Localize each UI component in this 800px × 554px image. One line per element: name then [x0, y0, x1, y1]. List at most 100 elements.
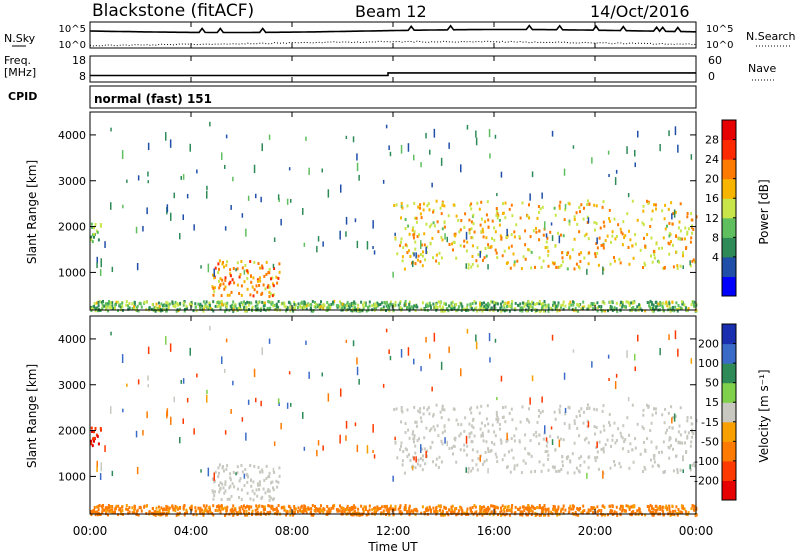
heatmap-cell [535, 430, 537, 434]
heatmap-cell [267, 284, 270, 288]
heatmap-cell [236, 267, 239, 271]
heatmap-cell [534, 265, 536, 269]
heatmap-cell [165, 132, 167, 141]
heatmap-cell [137, 379, 140, 385]
heatmap-cell [250, 280, 253, 284]
heatmap-cell [368, 504, 371, 508]
heatmap-cell [463, 448, 466, 452]
heatmap-cell [212, 504, 215, 508]
heatmap-cell [510, 233, 513, 237]
heatmap-cell [495, 251, 498, 255]
heatmap-cell [225, 508, 228, 512]
heatmap-cell [485, 507, 488, 511]
heatmap-cell [317, 440, 320, 446]
heatmap-cell [119, 305, 122, 309]
heatmap-cell [437, 230, 440, 234]
heatmap-cell [420, 444, 422, 453]
heatmap-cell [573, 422, 576, 425]
heatmap-cell [680, 504, 683, 508]
heatmap-cell [601, 504, 604, 508]
heatmap-cell [364, 304, 367, 308]
heatmap-cell [623, 440, 626, 444]
heatmap-cell [563, 218, 566, 222]
heatmap-cell [427, 304, 430, 308]
heatmap-cell [543, 513, 545, 517]
heatmap-cell [677, 508, 680, 511]
heatmap-cell [360, 504, 363, 508]
heatmap-cell [572, 504, 574, 508]
x-axis-label: Time UT [367, 540, 418, 554]
heatmap-cell [317, 236, 320, 242]
heatmap-cell [468, 432, 471, 436]
freq-panel: Freq. [MHz] 18 8 60 0 Nave [4, 54, 776, 83]
heatmap-cell [264, 287, 267, 291]
heatmap-cell [551, 235, 554, 241]
heatmap-cell [692, 258, 695, 262]
heatmap-cell [504, 216, 507, 220]
velocity-colorbar-label: Velocity [m s⁻¹] [757, 369, 771, 462]
heatmap-cell [165, 300, 168, 304]
heatmap-cell [418, 437, 420, 441]
heatmap-cell [399, 244, 402, 248]
heatmap-cell [444, 507, 447, 510]
heatmap-cell [586, 268, 588, 275]
heatmap-cell [178, 511, 181, 515]
heatmap-cell [296, 510, 299, 513]
heatmap-cell [243, 300, 245, 304]
colorbar-tick-label: 16 [705, 192, 719, 205]
heatmap-cell [96, 230, 99, 234]
heatmap-cell [266, 285, 269, 289]
heatmap-cell [531, 171, 534, 178]
heatmap-cell [573, 218, 576, 221]
heatmap-cell [91, 444, 94, 448]
heatmap-cell [686, 215, 689, 219]
heatmap-cell [167, 511, 170, 515]
heatmap-cell [128, 510, 131, 514]
heatmap-cell [510, 244, 513, 248]
heatmap-cell [222, 282, 225, 286]
heatmap-cell [615, 439, 618, 442]
heatmap-cell [471, 448, 474, 452]
heatmap-cell [321, 304, 323, 308]
heatmap-cell [165, 511, 168, 515]
heatmap-cell [553, 466, 556, 470]
heatmap-cell [421, 458, 424, 462]
heatmap-cell [468, 218, 471, 222]
heatmap-cell [209, 325, 211, 331]
heatmap-cell [673, 413, 676, 422]
heatmap-cell [487, 447, 490, 451]
heatmap-cell [305, 507, 308, 511]
heatmap-cell [314, 305, 317, 309]
heatmap-cell [529, 235, 532, 239]
heatmap-cell [508, 450, 510, 454]
heatmap-cell [465, 306, 468, 310]
heatmap-cell [419, 457, 422, 460]
heatmap-cell [218, 506, 221, 510]
heatmap-cell [353, 509, 356, 513]
heatmap-cell [250, 505, 253, 509]
heatmap-cell [290, 403, 292, 407]
heatmap-cell [432, 413, 435, 416]
heatmap-cell [312, 309, 314, 313]
heatmap-cell [405, 448, 408, 452]
heatmap-cell [460, 219, 463, 223]
heatmap-cell [197, 302, 200, 306]
heatmap-cell [494, 452, 497, 456]
heatmap-cell [245, 228, 247, 237]
heatmap-cell [602, 200, 605, 204]
heatmap-cell [451, 242, 453, 246]
heatmap-cell [600, 513, 603, 517]
heatmap-cell [90, 426, 93, 430]
heatmap-cell [529, 397, 531, 405]
heatmap-cell [672, 469, 675, 473]
heatmap-cell [224, 513, 226, 517]
heatmap-cell [174, 504, 177, 508]
heatmap-cell [540, 309, 543, 313]
heatmap-cell [236, 283, 239, 287]
heatmap-cell [544, 221, 546, 230]
heatmap-cell [667, 241, 670, 245]
heatmap-cell [329, 305, 332, 309]
heatmap-cell [468, 422, 471, 426]
heatmap-cell [613, 510, 616, 514]
